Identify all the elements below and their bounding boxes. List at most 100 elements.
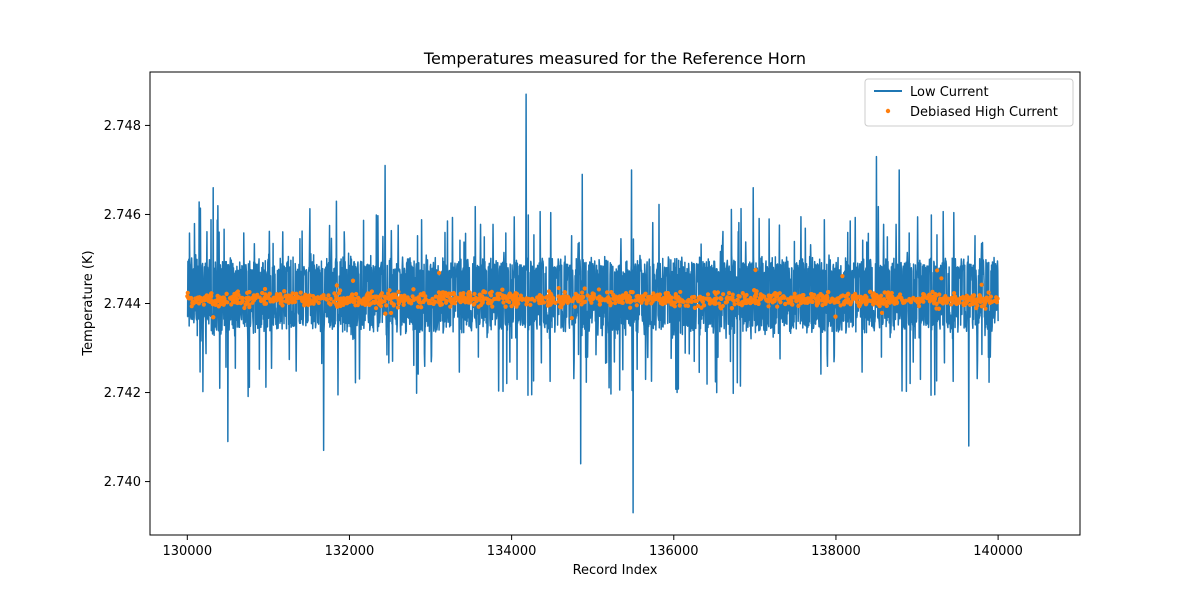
- scatter-point: [840, 274, 845, 279]
- scatter-point: [262, 286, 268, 292]
- scatter-point: [790, 302, 795, 307]
- scatter-point: [528, 302, 533, 308]
- scatter-point: [880, 300, 885, 305]
- scatter-point: [639, 294, 644, 299]
- scatter-point: [235, 296, 240, 302]
- scatter-point: [562, 290, 567, 295]
- scatter-point: [437, 270, 442, 275]
- scatter-point: [706, 298, 712, 303]
- scatter-point: [832, 297, 837, 302]
- scatter-point: [984, 295, 989, 300]
- y-axis: 2.740 2.742 2.744 2.746 2.748: [104, 119, 150, 490]
- scatter-point: [549, 297, 555, 303]
- scatter-point: [240, 295, 245, 301]
- scatter-point: [855, 299, 860, 305]
- scatter-point: [337, 290, 342, 296]
- scatter-point: [619, 300, 624, 305]
- scatter-point: [520, 297, 525, 302]
- scatter-point: [377, 302, 382, 307]
- scatter-point: [939, 300, 944, 305]
- scatter-point: [411, 297, 416, 303]
- scatter-point: [692, 305, 698, 310]
- legend-box: [864, 78, 1074, 127]
- scatter-point: [539, 296, 544, 301]
- scatter-point: [290, 295, 295, 300]
- chart-title: Temperatures measured for the Reference …: [423, 49, 806, 68]
- scatter-point: [760, 293, 765, 298]
- scatter-point: [995, 296, 1000, 301]
- scatter-point: [681, 299, 686, 304]
- scatter-point: [607, 299, 613, 304]
- scatter-point: [355, 295, 361, 300]
- scatter-point: [887, 300, 892, 305]
- scatter-point: [841, 302, 847, 307]
- scatter-point: [286, 299, 291, 304]
- scatter-point: [268, 297, 273, 302]
- scatter-point: [559, 295, 564, 300]
- scatter-point: [404, 297, 409, 302]
- scatter-point: [983, 306, 988, 311]
- scatter-point: [384, 303, 389, 308]
- scatter-point: [213, 299, 219, 304]
- scatter-point: [260, 290, 265, 296]
- scatter-point: [724, 299, 730, 305]
- scatter-point: [350, 278, 356, 283]
- scatter-point: [786, 300, 791, 305]
- scatter-point: [350, 292, 355, 297]
- scatter-point: [596, 287, 602, 292]
- scatter-point: [349, 297, 354, 302]
- scatter-point: [484, 296, 489, 301]
- series-layer: [185, 93, 1000, 514]
- scatter-point: [611, 292, 616, 298]
- scatter-point: [664, 293, 669, 298]
- scatter-point: [496, 296, 501, 301]
- scatter-point: [937, 292, 942, 297]
- scatter-point: [575, 293, 580, 298]
- x-tick-label: 130000: [162, 544, 212, 559]
- scatter-point: [244, 296, 249, 301]
- scatter-point: [401, 302, 406, 307]
- scatter-point: [388, 310, 394, 316]
- scatter-point: [826, 290, 831, 295]
- scatter-point: [840, 293, 845, 298]
- scatter-point: [604, 290, 610, 295]
- scatter-point: [756, 301, 761, 306]
- scatter-point: [977, 294, 983, 299]
- scatter-point: [302, 302, 307, 307]
- scatter-point: [516, 301, 521, 306]
- y-tick-label: 2.746: [104, 208, 141, 223]
- scatter-point: [572, 296, 577, 301]
- scatter-point: [729, 306, 735, 311]
- scatter-point: [247, 289, 252, 295]
- scatter-point: [442, 291, 447, 296]
- legend: Low Current Debiased High Current: [864, 78, 1074, 127]
- scatter-point: [378, 298, 384, 303]
- scatter-point: [515, 297, 520, 303]
- scatter-point: [451, 291, 457, 297]
- scatter-point: [383, 311, 388, 316]
- scatter-point: [845, 292, 851, 297]
- scatter-point: [942, 296, 948, 301]
- scatter-point: [616, 296, 621, 301]
- scatter-point: [908, 298, 913, 303]
- scatter-point: [657, 296, 662, 301]
- y-axis-label: Temperature (K): [81, 250, 96, 356]
- scatter-point: [331, 299, 336, 304]
- scatter-point: [488, 293, 494, 298]
- scatter-point: [433, 294, 438, 299]
- scatter-point: [875, 294, 881, 299]
- scatter-point: [428, 300, 433, 306]
- scatter-point: [387, 288, 392, 293]
- scatter-point: [418, 305, 424, 310]
- scatter-point: [894, 300, 900, 305]
- scatter-point: [410, 294, 415, 299]
- scatter-point: [490, 304, 495, 309]
- scatter-point: [245, 301, 250, 306]
- scatter-point: [501, 296, 506, 301]
- scatter-point: [885, 295, 890, 300]
- scatter-point: [356, 300, 362, 305]
- scatter-point: [306, 293, 311, 298]
- scatter-point: [671, 302, 676, 308]
- scatter-point: [643, 291, 648, 296]
- scatter-point: [503, 304, 508, 309]
